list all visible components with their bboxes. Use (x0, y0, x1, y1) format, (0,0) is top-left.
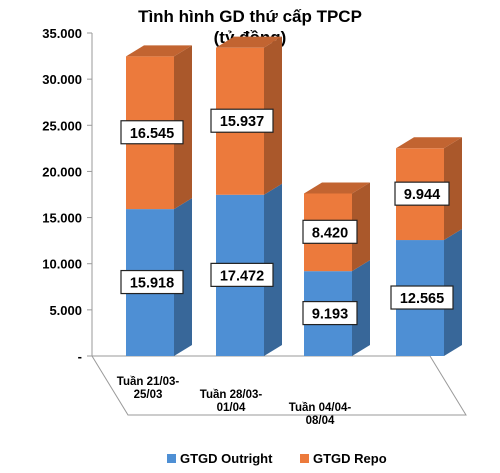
y-tick-label: 10.000 (42, 257, 82, 272)
data-label-box (210, 108, 274, 133)
data-label-box (394, 181, 450, 206)
data-label: 12.565 (400, 291, 444, 307)
data-label-box (302, 300, 358, 326)
x-category-label: 01/04 (217, 402, 246, 414)
data-label-box (120, 269, 184, 295)
data-label: 17.472 (220, 268, 264, 284)
data-label-box (210, 262, 274, 287)
bar-segment-side (352, 182, 370, 272)
data-label: 15.937 (220, 114, 264, 130)
chart-axes: - 5.000 10.000 15.000 20.000 25.000 30.000 35.0… (42, 26, 467, 427)
y-tick-label: - (78, 349, 82, 364)
y-tick-label: 35.000 (42, 26, 82, 41)
data-label: 15.918 (130, 276, 174, 292)
chart-legend: GTGD Outright GTGD Repo (167, 451, 387, 466)
data-label-box (120, 120, 184, 145)
data-label: 16.545 (130, 126, 174, 142)
chart-bars: 15.918 16.545 17.472 15.937 9.193 8.420 12.565… (120, 36, 462, 356)
y-tick-label: 30.000 (42, 72, 82, 87)
data-label-box (302, 219, 358, 244)
bar-top-face (126, 45, 192, 57)
data-label: 9.944 (404, 187, 440, 203)
x-category-label: 25/03 (134, 389, 163, 401)
legend-swatch (300, 454, 309, 463)
legend-label: GTGD Repo (313, 451, 387, 466)
chart-title: Tình hình GD thứ cấp TPCP (138, 7, 362, 26)
x-category-label: 08/04 (306, 415, 335, 427)
x-category-label: Tuần 21/03- (117, 376, 180, 388)
data-label-box (390, 285, 454, 310)
data-label: 9.193 (312, 307, 348, 323)
bar-top-face (216, 36, 282, 48)
legend-swatch (167, 454, 176, 463)
bar-segment-side (352, 260, 370, 356)
x-category-label: Tuần 04/04- (289, 402, 352, 414)
legend-label: GTGD Outright (180, 451, 273, 466)
y-tick-label: 15.000 (42, 211, 82, 226)
y-tick-label: 20.000 (42, 164, 82, 179)
bar-segment-side (444, 137, 462, 241)
y-tick-label: 25.000 (42, 118, 82, 133)
bar-top-face (396, 137, 462, 149)
x-category-label: Tuần 28/03- (200, 389, 263, 401)
data-label: 8.420 (312, 225, 348, 241)
y-tick-label: 5.000 (49, 303, 82, 318)
bar-top-face (304, 182, 370, 194)
